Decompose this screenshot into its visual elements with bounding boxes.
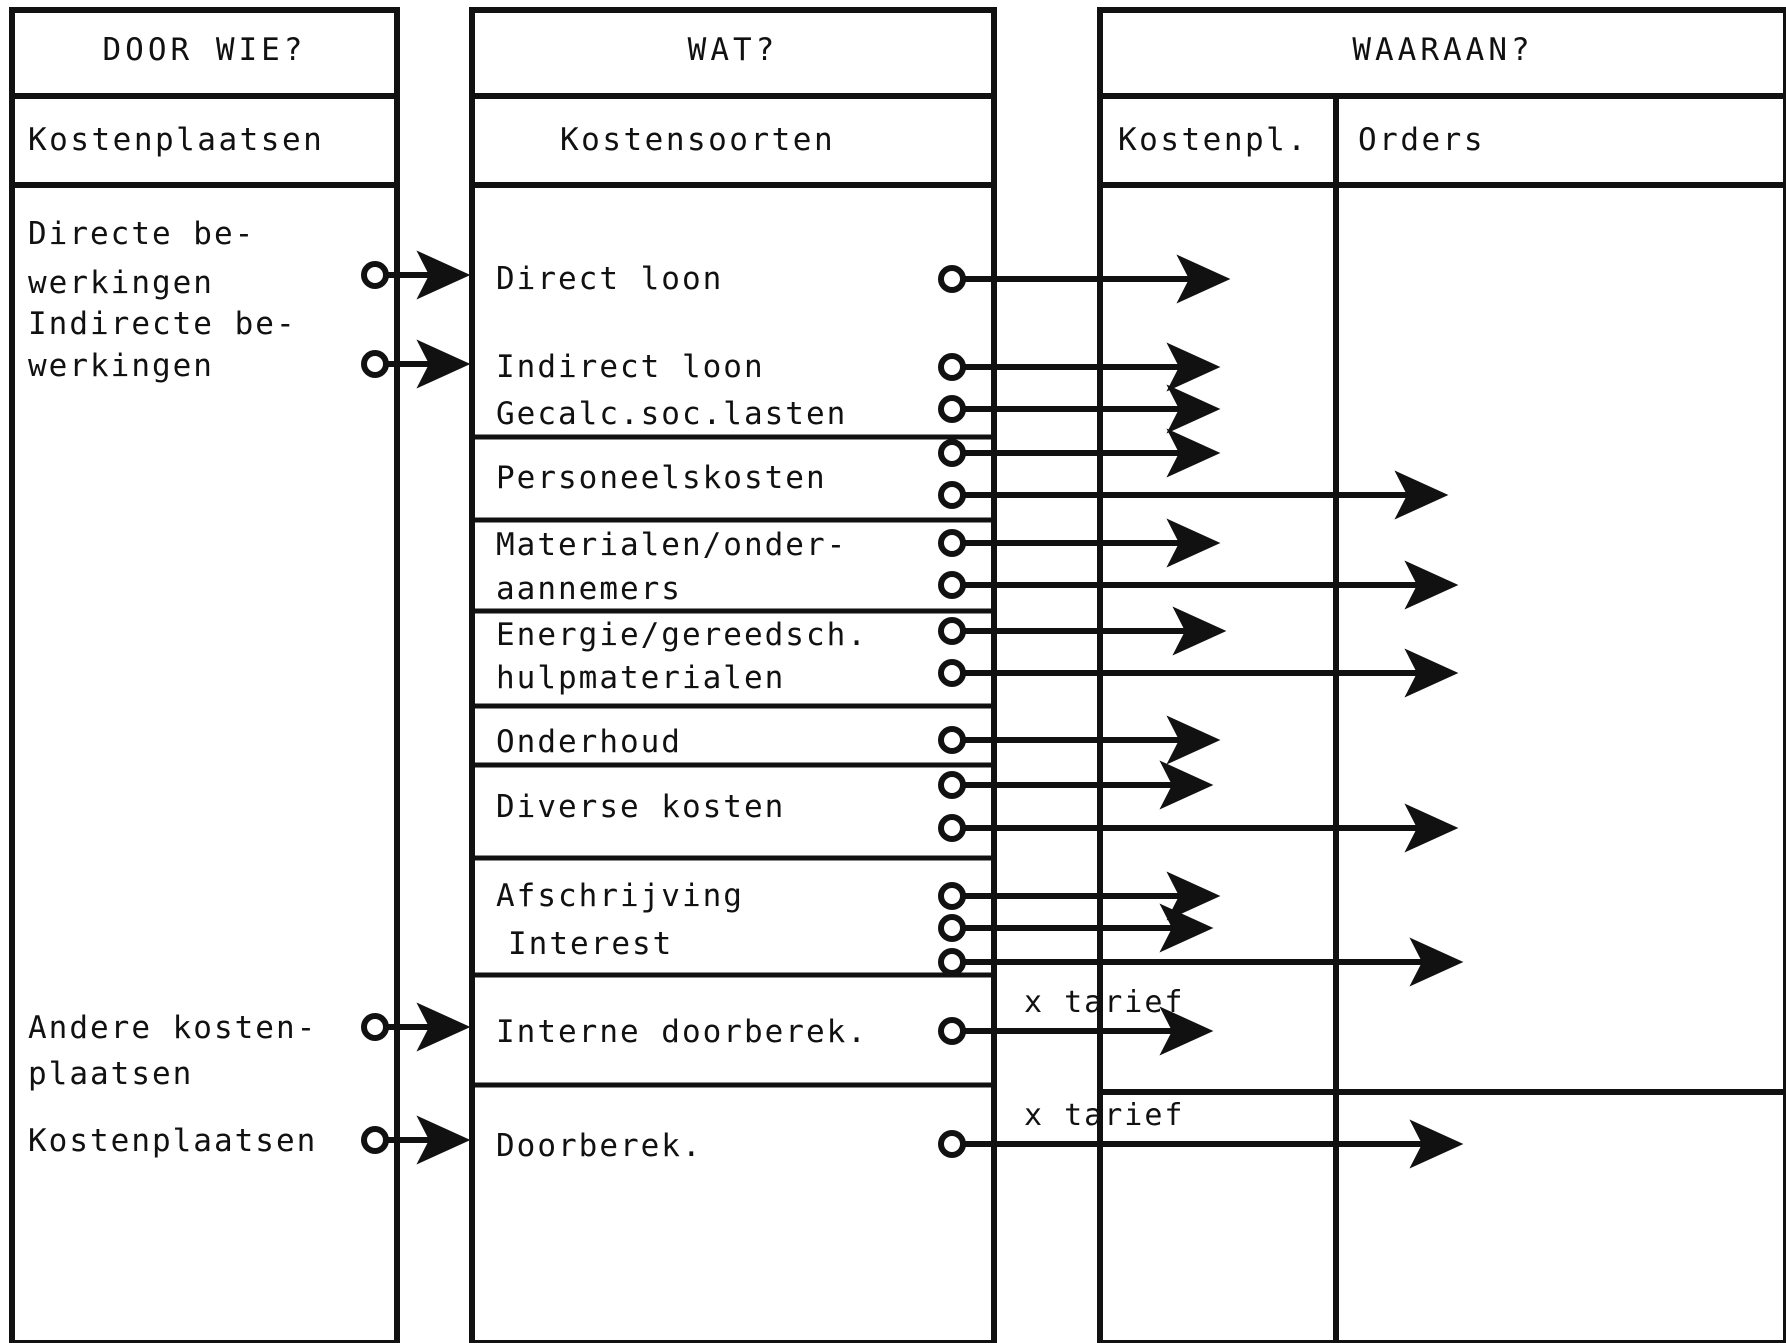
connector-ring	[938, 265, 966, 293]
connector-ring	[938, 659, 966, 687]
connector-ring	[938, 948, 966, 976]
middle-row-interne-doorberek: Interne doorberek.	[496, 1014, 868, 1050]
connector-ring	[938, 1130, 966, 1158]
connector-ring	[361, 350, 389, 378]
connector-ring	[938, 1017, 966, 1045]
connector-ring	[938, 395, 966, 423]
connector-ring	[938, 914, 966, 942]
connector-ring	[361, 261, 389, 289]
connector-ring	[938, 771, 966, 799]
left-entry-directe-bewerkingen-line2: werkingen	[28, 265, 214, 301]
middle-row-diverse-kosten: Diverse kosten	[496, 789, 786, 825]
subheader-kostensoorten: Kostensoorten	[560, 122, 836, 158]
middle-row-afschrijving: Afschrijving	[496, 878, 744, 914]
left-entry-indirecte-bewerkingen-line2: werkingen	[28, 348, 214, 384]
connector-ring	[938, 481, 966, 509]
middle-row-energie-line2: hulpmaterialen	[496, 660, 786, 696]
connector-ring	[361, 1013, 389, 1041]
header-waaraan: WAARAAN?	[1352, 32, 1534, 68]
middle-row-interest: Interest	[508, 926, 674, 962]
subheader-kostenplaatsen: Kostenplaatsen	[28, 122, 325, 158]
left-entry-andere-kostenplaatsen-line2: plaatsen	[28, 1056, 194, 1092]
middle-row-energie-line1: Energie/gereedsch.	[496, 617, 868, 653]
header-door-wie: DOOR WIE?	[102, 32, 307, 68]
connector-ring	[938, 439, 966, 467]
left-entry-directe-bewerkingen-line1: Directe be-	[28, 216, 256, 252]
annotation-x-tarief-doorberek: x tarief	[1024, 1098, 1185, 1133]
connector-ring	[938, 353, 966, 381]
middle-row-gecalc-soc-lasten: Gecalc.soc.lasten	[496, 396, 848, 432]
middle-row-personeelskosten: Personeelskosten	[496, 460, 827, 496]
header-wat: WAT?	[687, 32, 779, 68]
subheader-orders: Orders	[1358, 122, 1485, 158]
middle-row-materialen-line1: Materialen/onder-	[496, 527, 848, 563]
connector-ring	[938, 726, 966, 754]
connector-ring	[938, 529, 966, 557]
subheader-kostenpl: Kostenpl.	[1118, 122, 1309, 158]
middle-row-direct-loon: Direct loon	[496, 261, 724, 297]
left-entry-kostenplaatsen: Kostenplaatsen	[28, 1123, 318, 1159]
connector-ring	[361, 1126, 389, 1154]
connector-ring	[938, 617, 966, 645]
connector-ring	[938, 814, 966, 842]
middle-row-materialen-line2: aannemers	[496, 571, 682, 607]
middle-row-onderhoud: Onderhoud	[496, 724, 682, 760]
annotation-x-tarief-interne: x tarief	[1024, 985, 1185, 1020]
connector-ring	[938, 571, 966, 599]
middle-row-indirect-loon: Indirect loon	[496, 349, 765, 385]
middle-row-doorberek: Doorberek.	[496, 1128, 703, 1164]
left-entry-andere-kostenplaatsen-line1: Andere kosten-	[28, 1010, 318, 1046]
left-entry-indirecte-bewerkingen-line1: Indirecte be-	[28, 306, 297, 342]
connector-ring	[938, 882, 966, 910]
